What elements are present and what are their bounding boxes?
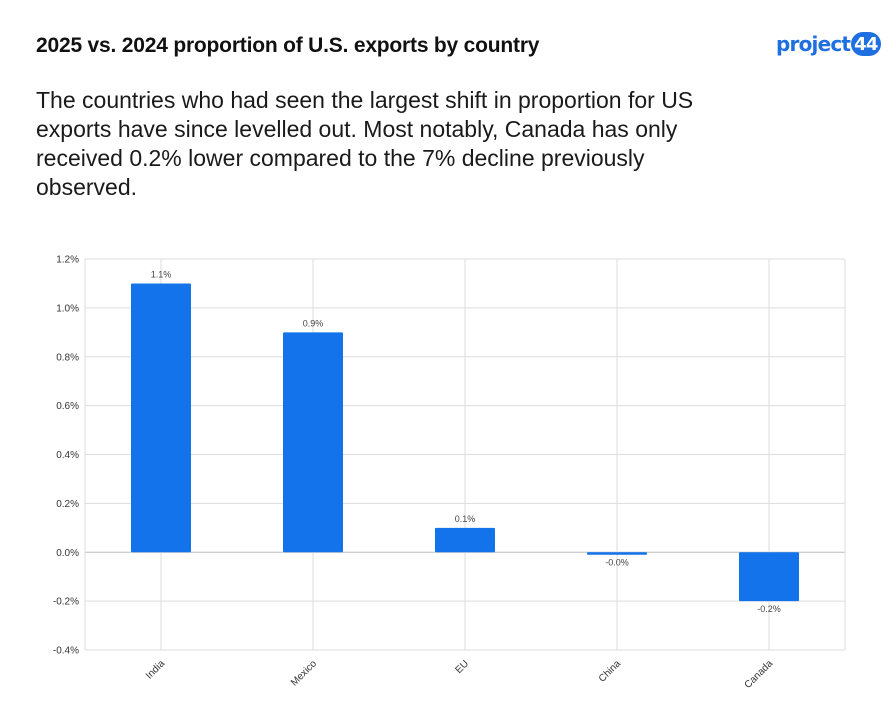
data-label: -0.2% [757, 604, 781, 614]
y-tick-label: 0.2% [56, 499, 79, 510]
y-tick-label: 0.6% [56, 401, 79, 412]
data-label: -0.0% [605, 558, 629, 568]
bar-canada [739, 552, 799, 602]
x-tick-label: Mexico [289, 658, 319, 688]
y-tick-label: -0.2% [53, 597, 79, 608]
y-tick-label: 0.4% [56, 450, 79, 461]
logo-text: project [776, 32, 851, 56]
bar-china [587, 552, 647, 555]
x-tick-label: Canada [743, 658, 776, 691]
data-label: 0.1% [455, 514, 476, 524]
bar-mexico [283, 332, 343, 553]
x-tick-label: China [597, 658, 624, 685]
x-tick-label: EU [454, 658, 472, 676]
data-label: 0.9% [303, 318, 324, 328]
bar-india [131, 283, 191, 553]
project44-logo: project 44 [776, 32, 881, 56]
logo-number: 44 [851, 32, 881, 56]
y-tick-label: 0.0% [56, 548, 79, 559]
data-label: 1.1% [151, 269, 172, 279]
y-tick-label: 1.2% [56, 255, 79, 266]
bar-eu [435, 527, 495, 553]
y-tick-label: 1.0% [56, 303, 79, 314]
chart-title: 2025 vs. 2024 proportion of U.S. exports… [36, 34, 540, 57]
chart-subtitle: The countries who had seen the largest s… [36, 87, 694, 200]
x-tick-label: India [144, 658, 167, 681]
y-tick-label: -0.4% [53, 646, 79, 657]
y-tick-label: 0.8% [56, 352, 79, 363]
